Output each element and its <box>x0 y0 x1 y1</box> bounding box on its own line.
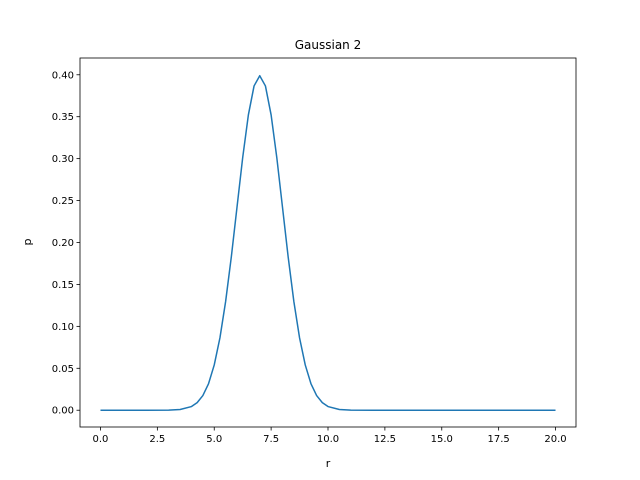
y-tick-label: 0.40 <box>52 70 74 81</box>
plot-area: 0.0 2.5 5.0 7.5 10.0 12.5 15.0 17.5 20.0 0.00 0.05… <box>52 57 577 445</box>
x-axis-label: r <box>326 457 331 470</box>
y-tick-label: 0.00 <box>52 406 74 417</box>
y-axis-label: p <box>21 238 34 245</box>
x-tick-label: 0.0 <box>93 434 109 445</box>
x-tick-label: 15.0 <box>431 434 453 445</box>
x-tick-label: 5.0 <box>206 434 222 445</box>
series-line-0 <box>100 74 556 411</box>
y-tick-label: 0.25 <box>52 196 74 207</box>
y-tick-label: 0.10 <box>52 322 74 333</box>
x-tick-label: 17.5 <box>488 434 510 445</box>
y-tick-label: 0.15 <box>52 280 74 291</box>
x-tick-label: 2.5 <box>149 434 165 445</box>
x-tick-label: 20.0 <box>544 434 566 445</box>
y-tick-label: 0.05 <box>52 364 74 375</box>
y-tick-label: 0.30 <box>52 154 74 165</box>
x-tick-label: 12.5 <box>374 434 396 445</box>
x-tick-label: 10.0 <box>317 434 339 445</box>
y-tick-label: 0.35 <box>52 112 74 123</box>
y-tick-label: 0.20 <box>52 238 74 249</box>
chart-title: Gaussian 2 <box>295 38 362 52</box>
x-tick-label: 7.5 <box>263 434 279 445</box>
